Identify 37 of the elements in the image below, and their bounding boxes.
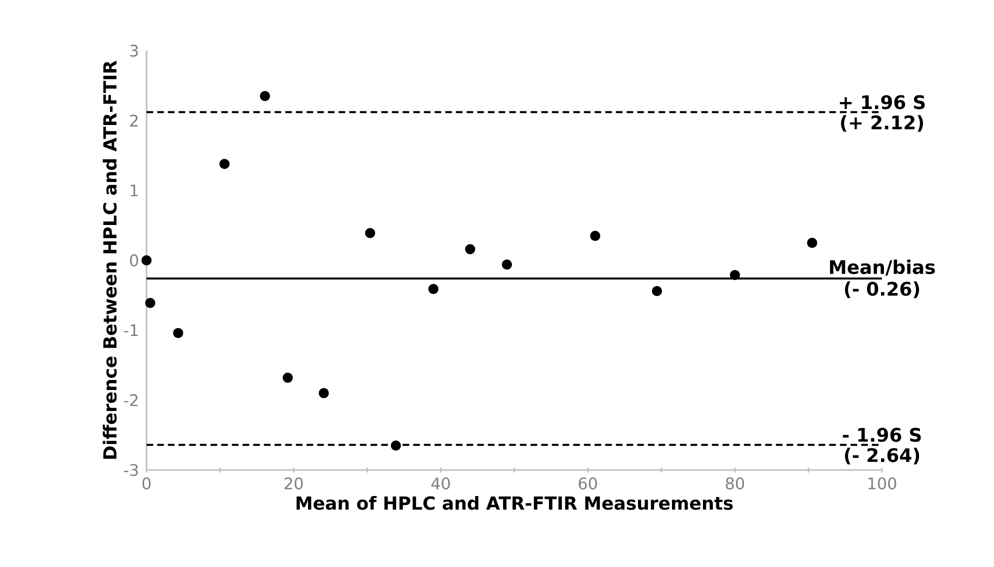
point (219, 158, 230, 169)
y-tick-label: -3 (124, 464, 138, 476)
x-tick-label: 80 (726, 477, 744, 490)
point (318, 388, 329, 398)
point (145, 298, 156, 308)
point (652, 286, 662, 296)
y-axis-title: Difference Between HPLC and ATR-FTIR (102, 60, 117, 459)
x-tick-label: 0 (142, 477, 151, 490)
x-tick-label: 40 (431, 477, 450, 490)
y-tick-label: 0 (130, 254, 138, 266)
x-tick-label: 60 (578, 477, 597, 490)
point (590, 230, 600, 241)
point (365, 228, 376, 238)
point (502, 259, 512, 270)
annotation: (- 0.26) (844, 281, 920, 298)
point (428, 284, 438, 294)
y-tick-label: 3 (130, 44, 138, 57)
annotation: (+ 2.12) (840, 115, 924, 132)
annotation: (- 2.64) (844, 448, 920, 464)
ref-line-label: Mean/bias (830, 260, 935, 276)
y-tick-label: 1 (130, 184, 138, 196)
x-axis-title: Mean of HPLC and ATR-FTIR Measurements (296, 496, 733, 510)
point (730, 270, 740, 280)
y-tick-label: -1 (124, 324, 138, 336)
point (465, 244, 476, 254)
ref-line-label: + 1.96 S (840, 95, 925, 110)
y-tick-label: 2 (130, 114, 138, 126)
x-tick-label: 20 (284, 477, 303, 490)
y-tick-label: -2 (124, 394, 138, 406)
point (390, 440, 401, 451)
point (141, 255, 152, 266)
x-tick-label: 100 (868, 477, 896, 490)
point (282, 372, 293, 383)
point (260, 91, 270, 102)
point (807, 238, 818, 248)
ref-line-label: - 1.96 S (842, 428, 921, 442)
point (173, 328, 184, 338)
